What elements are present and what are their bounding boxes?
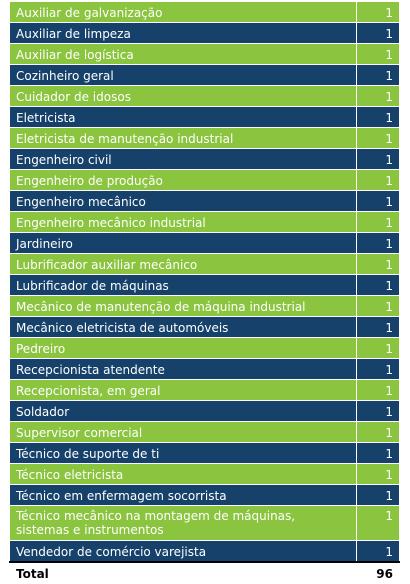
table-row: Recepcionista atendente 1 [9, 358, 400, 380]
table-row: Recepcionista, em geral 1 [9, 379, 400, 401]
table-row: Eletricista de manutenção industrial 1 [9, 127, 400, 149]
job-title-cell: Soldador [9, 400, 357, 422]
count-cell: 1 [356, 421, 400, 443]
table-row: Cuidador de idosos 1 [9, 85, 400, 107]
count-cell: 1 [356, 211, 400, 233]
job-title-cell: Jardineiro [9, 232, 357, 254]
job-title-cell: Técnico em enfermagem socorrista [9, 484, 357, 506]
total-row: Total 96 [9, 561, 400, 584]
job-title-cell: Engenheiro civil [9, 148, 357, 170]
count-cell: 1 [356, 43, 400, 65]
job-title-cell: Engenheiro de produção [9, 169, 357, 191]
table-row: Técnico mecânico na montagem de máquinas… [9, 505, 400, 541]
total-label: Total [9, 561, 357, 584]
count-cell: 1 [356, 274, 400, 296]
job-title-cell: Cuidador de idosos [9, 85, 357, 107]
job-title-cell: Recepcionista, em geral [9, 379, 357, 401]
job-title-cell: Eletricista de manutenção industrial [9, 127, 357, 149]
total-count: 96 [356, 561, 400, 584]
job-title-cell: Pedreiro [9, 337, 357, 359]
table-row: Supervisor comercial 1 [9, 421, 400, 443]
job-table-container: Auxiliar de galvanização 1 Auxiliar de lim… [9, 1, 400, 584]
table-row: Eletricista 1 [9, 106, 400, 128]
table-row: Auxiliar de logística 1 [9, 43, 400, 65]
table-row: Técnico em enfermagem socorrista 1 [9, 484, 400, 506]
job-title-cell: Engenheiro mecânico [9, 190, 357, 212]
count-cell: 1 [356, 505, 400, 541]
count-cell: 1 [356, 379, 400, 401]
count-cell: 1 [356, 22, 400, 44]
count-cell: 1 [356, 232, 400, 254]
count-cell: 1 [356, 400, 400, 422]
job-title-cell: Mecânico eletricista de automóveis [9, 316, 357, 338]
job-title-cell: Vendedor de comércio varejista [9, 540, 357, 563]
job-title-cell: Técnico eletricista [9, 463, 357, 485]
count-cell: 1 [356, 106, 400, 128]
job-title-cell: Auxiliar de limpeza [9, 22, 357, 44]
job-title-cell: Engenheiro mecânico industrial [9, 211, 357, 233]
table-row: Engenheiro mecânico 1 [9, 190, 400, 212]
count-cell: 1 [356, 295, 400, 317]
table-row: Engenheiro mecânico industrial 1 [9, 211, 400, 233]
job-title-cell: Lubrificador de máquinas [9, 274, 357, 296]
count-cell: 1 [356, 190, 400, 212]
table-row: Jardineiro 1 [9, 232, 400, 254]
job-title-cell: Técnico de suporte de ti [9, 442, 357, 464]
table-row: Soldador 1 [9, 400, 400, 422]
count-cell: 1 [356, 148, 400, 170]
count-cell: 1 [356, 127, 400, 149]
job-title-cell: Técnico mecânico na montagem de máquinas… [9, 505, 357, 541]
table-row: Vendedor de comércio varejista 1 [9, 540, 400, 563]
table-row: Cozinheiro geral 1 [9, 64, 400, 86]
count-cell: 1 [356, 253, 400, 275]
count-cell: 1 [356, 337, 400, 359]
table-row: Lubrificador de máquinas 1 [9, 274, 400, 296]
table-row: Mecânico eletricista de automóveis 1 [9, 316, 400, 338]
job-title-cell: Supervisor comercial [9, 421, 357, 443]
job-title-cell: Recepcionista atendente [9, 358, 357, 380]
count-cell: 1 [356, 1, 400, 23]
count-cell: 1 [356, 484, 400, 506]
job-title-cell: Cozinheiro geral [9, 64, 357, 86]
table-row: Engenheiro civil 1 [9, 148, 400, 170]
table-row: Auxiliar de limpeza 1 [9, 22, 400, 44]
count-cell: 1 [356, 358, 400, 380]
count-cell: 1 [356, 316, 400, 338]
count-cell: 1 [356, 442, 400, 464]
table-row: Engenheiro de produção 1 [9, 169, 400, 191]
count-cell: 1 [356, 85, 400, 107]
table-row: Auxiliar de galvanização 1 [9, 1, 400, 23]
job-title-cell: Lubrificador auxiliar mecânico [9, 253, 357, 275]
count-cell: 1 [356, 463, 400, 485]
count-cell: 1 [356, 540, 400, 563]
job-title-cell: Eletricista [9, 106, 357, 128]
table-row: Técnico eletricista 1 [9, 463, 400, 485]
job-title-cell: Auxiliar de logística [9, 43, 357, 65]
table-row: Técnico de suporte de ti 1 [9, 442, 400, 464]
table-row: Mecânico de manutenção de máquina indust… [9, 295, 400, 317]
count-cell: 1 [356, 64, 400, 86]
count-cell: 1 [356, 169, 400, 191]
table-row: Lubrificador auxiliar mecânico 1 [9, 253, 400, 275]
table-row: Pedreiro 1 [9, 337, 400, 359]
job-title-cell: Auxiliar de galvanização [9, 1, 357, 23]
job-openings-table: Auxiliar de galvanização 1 Auxiliar de lim… [9, 1, 400, 584]
job-title-cell: Mecânico de manutenção de máquina indust… [9, 295, 357, 317]
